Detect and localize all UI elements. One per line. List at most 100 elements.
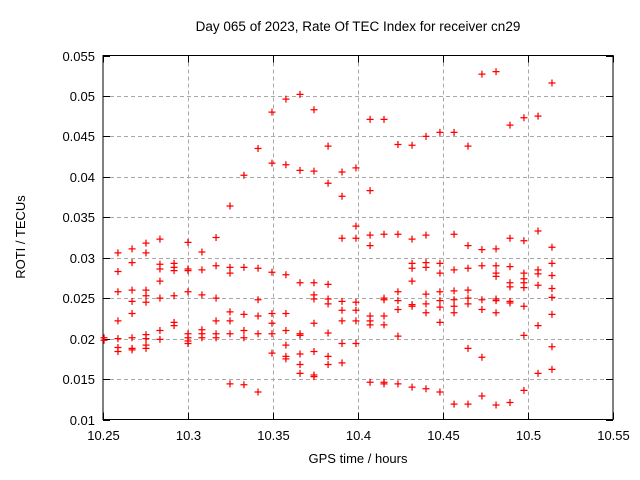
data-point-marker: [548, 284, 556, 292]
y-axis-label: ROTI / TECUs: [13, 195, 28, 279]
data-point-marker: [492, 309, 500, 317]
data-point-marker: [380, 321, 388, 329]
data-point-marker: [548, 310, 556, 318]
data-point-marker: [436, 388, 444, 396]
data-point-marker: [338, 306, 346, 314]
data-point-marker: [282, 327, 290, 335]
data-point-marker: [506, 299, 514, 307]
data-point-marker: [380, 115, 388, 123]
data-point-marker: [310, 279, 318, 287]
data-point-marker: [156, 294, 164, 302]
data-point-marker: [156, 335, 164, 343]
data-point-marker: [142, 249, 150, 257]
data-point-marker: [436, 269, 444, 277]
data-point-marker: [254, 330, 262, 338]
data-point-marker: [464, 286, 472, 294]
data-point-marker: [450, 400, 458, 408]
data-point-marker: [548, 343, 556, 351]
data-point-marker: [268, 310, 276, 318]
data-point-marker: [548, 293, 556, 301]
data-point-marker: [128, 259, 136, 267]
data-point-marker: [548, 272, 556, 280]
data-point-marker: [170, 267, 178, 275]
data-point-marker: [478, 262, 486, 270]
data-point-marker: [394, 297, 402, 305]
data-point-marker: [408, 383, 416, 391]
data-point-marker: [450, 309, 458, 317]
data-point-marker: [226, 269, 234, 277]
data-point-marker: [282, 310, 290, 318]
x-tick-label: 10.4: [346, 428, 371, 443]
data-point-marker: [548, 365, 556, 373]
data-point-marker: [142, 292, 150, 300]
data-point-marker: [450, 266, 458, 274]
data-point-marker: [324, 352, 332, 360]
data-point-marker: [408, 277, 416, 285]
x-tick-label: 10.5: [516, 428, 541, 443]
data-point-marker: [338, 297, 346, 305]
data-point-marker: [128, 245, 136, 253]
y-tick-label: 0.025: [62, 291, 95, 306]
data-point-marker: [548, 243, 556, 251]
data-point-marker: [338, 339, 346, 347]
data-point-marker: [324, 360, 332, 368]
data-point-marker: [184, 288, 192, 296]
data-point-marker: [422, 132, 430, 140]
data-point-marker: [408, 264, 416, 272]
data-point-marker: [212, 334, 220, 342]
y-tick-label: 0.035: [62, 210, 95, 225]
data-point-marker: [464, 300, 472, 308]
x-axis-label: GPS time / hours: [309, 451, 408, 466]
data-point-marker: [548, 79, 556, 87]
data-point-marker: [142, 239, 150, 247]
data-point-marker: [114, 335, 122, 343]
data-point-marker: [156, 277, 164, 285]
x-tick-labels: 10.25 10.3 10.35 10.4 10.45 10.5 10.55: [87, 428, 630, 443]
data-point-marker: [198, 291, 206, 299]
data-point-marker: [450, 287, 458, 295]
data-point-marker: [310, 106, 318, 114]
data-point-marker: [436, 288, 444, 296]
data-point-marker: [408, 235, 416, 243]
data-point-marker: [506, 234, 514, 242]
data-point-marker: [226, 380, 234, 388]
data-point-marker: [478, 392, 486, 400]
data-point-marker: [478, 305, 486, 313]
data-point-marker: [548, 259, 556, 267]
data-point-marker: [506, 263, 514, 271]
data-point-marker: [212, 234, 220, 241]
data-point-marker: [380, 296, 388, 304]
data-point-marker: [436, 318, 444, 326]
data-point-marker: [338, 234, 346, 242]
data-point-marker: [310, 319, 318, 327]
data-point-marker: [282, 95, 290, 103]
y-tick-label: 0.04: [70, 170, 95, 185]
data-point-marker: [156, 235, 164, 243]
data-point-marker: [254, 145, 262, 153]
data-point-marker: [268, 159, 276, 167]
data-point-marker: [114, 249, 122, 257]
data-point-marker: [422, 290, 430, 298]
y-tick-labels: 0.01 0.015 0.02 0.025 0.03 0.035 0.04 0.045 0.05…: [62, 49, 95, 428]
y-tick-label: 0.045: [62, 129, 95, 144]
data-point-marker: [394, 288, 402, 296]
data-point-marker: [128, 346, 136, 354]
data-point-marker: [352, 306, 360, 314]
data-point-marker: [310, 348, 318, 356]
data-point-marker: [520, 331, 528, 339]
data-point-marker: [100, 336, 108, 344]
data-point-marker: [184, 267, 192, 275]
data-point-marker: [268, 330, 276, 338]
data-point-marker: [520, 284, 528, 292]
data-point-marker: [366, 231, 374, 239]
data-point-marker: [282, 161, 290, 169]
data-point-marker: [324, 329, 332, 337]
data-point-marker: [366, 321, 374, 329]
data-point-marker: [520, 237, 528, 245]
data-point-marker: [394, 230, 402, 238]
data-point-marker: [240, 327, 248, 335]
data-point-marker: [366, 187, 374, 195]
data-point-marker: [352, 317, 360, 325]
